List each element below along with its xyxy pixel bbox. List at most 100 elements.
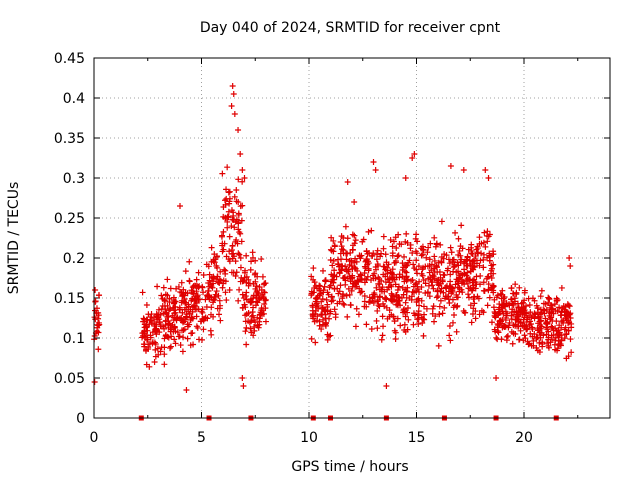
data-point	[235, 297, 242, 304]
data-point	[384, 315, 391, 322]
data-point	[394, 315, 401, 322]
data-point	[412, 281, 419, 288]
data-point	[237, 151, 244, 157]
data-point	[188, 287, 195, 294]
data-point	[481, 229, 488, 236]
data-point	[390, 293, 397, 300]
data-point	[555, 337, 562, 344]
data-point	[410, 321, 417, 328]
data-point	[233, 236, 240, 243]
data-point	[262, 280, 269, 287]
x-tick-label: 20	[515, 430, 533, 446]
data-point	[328, 247, 335, 254]
data-point	[235, 176, 242, 183]
data-point	[568, 349, 575, 356]
data-point	[470, 266, 477, 273]
data-point	[243, 324, 250, 331]
data-point	[373, 256, 380, 263]
data-point	[324, 301, 331, 308]
data-point	[414, 286, 421, 293]
data-point	[368, 253, 375, 260]
data-point	[380, 300, 387, 307]
data-point	[558, 336, 565, 343]
data-point	[243, 273, 250, 280]
data-point	[180, 327, 187, 334]
data-point	[213, 288, 220, 295]
data-point	[392, 281, 399, 288]
data-point	[446, 332, 453, 339]
data-point	[375, 302, 382, 309]
data-point	[330, 279, 337, 286]
data-point	[413, 257, 420, 264]
data-point	[241, 175, 248, 181]
data-point	[198, 336, 205, 343]
data-point	[454, 302, 461, 309]
data-point	[455, 235, 462, 242]
data-point	[449, 296, 456, 303]
data-point	[343, 292, 350, 299]
data-point	[533, 344, 540, 351]
data-point	[527, 309, 534, 316]
data-point	[554, 308, 561, 315]
data-point	[434, 268, 441, 275]
data-point	[395, 302, 402, 309]
data-point	[549, 324, 556, 331]
data-point	[558, 318, 565, 325]
data-point	[374, 297, 381, 304]
data-point	[409, 288, 416, 295]
data-point	[394, 287, 401, 294]
data-point	[374, 325, 381, 332]
data-point	[373, 284, 380, 291]
data-point	[449, 319, 456, 326]
data-point	[315, 285, 322, 292]
data-point	[502, 303, 509, 310]
data-point	[167, 343, 174, 350]
data-point	[206, 271, 213, 278]
data-point	[219, 284, 226, 291]
data-point	[419, 266, 426, 273]
data-point	[324, 331, 331, 338]
data-point	[548, 323, 555, 330]
data-point	[208, 244, 215, 251]
data-points	[91, 83, 575, 393]
data-point	[346, 291, 353, 298]
data-point	[447, 244, 454, 251]
data-point	[491, 326, 498, 333]
data-point	[465, 285, 472, 292]
data-point	[428, 267, 435, 274]
data-point	[370, 291, 377, 298]
data-point	[527, 330, 534, 337]
data-point	[401, 278, 408, 285]
data-point	[339, 295, 346, 302]
data-point	[96, 292, 103, 299]
data-point	[543, 321, 550, 328]
data-point	[416, 302, 423, 309]
data-point	[152, 341, 159, 348]
data-point	[450, 264, 457, 271]
data-point	[453, 269, 460, 276]
data-point	[219, 170, 226, 177]
data-point	[546, 295, 553, 302]
data-point	[433, 277, 440, 284]
data-point	[249, 254, 256, 261]
data-point	[460, 259, 467, 266]
data-point	[432, 313, 439, 320]
data-point	[485, 281, 492, 288]
data-point	[436, 303, 443, 310]
data-point	[223, 186, 230, 193]
data-point	[252, 278, 259, 285]
data-point	[315, 302, 321, 309]
data-point	[187, 342, 194, 349]
data-point	[167, 285, 174, 292]
data-point	[238, 217, 245, 224]
data-point	[337, 239, 344, 246]
data-point	[556, 304, 563, 311]
data-point	[322, 315, 329, 322]
data-point	[491, 309, 498, 316]
data-point	[233, 187, 240, 194]
chart-title: Day 040 of 2024, SRMTID for receiver cpn…	[200, 20, 501, 36]
data-point	[187, 316, 194, 323]
data-point	[412, 248, 419, 255]
data-point	[381, 263, 388, 270]
data-point	[167, 305, 174, 312]
